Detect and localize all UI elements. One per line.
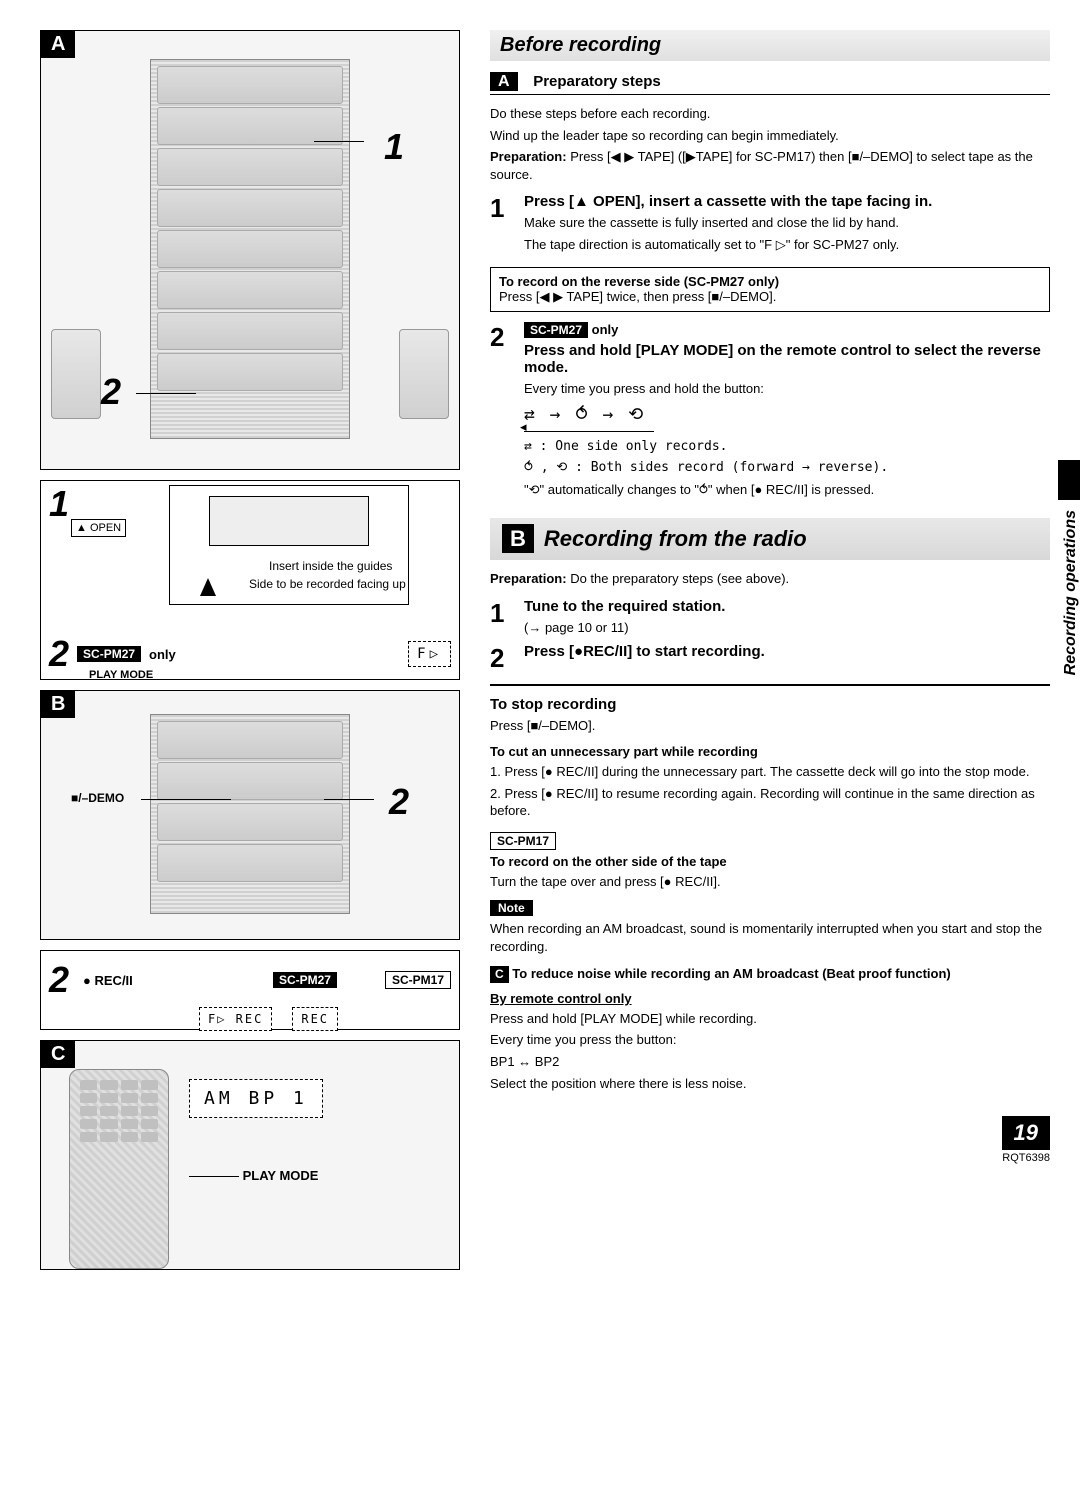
open-label: ▲ OPEN xyxy=(71,519,126,537)
step-a1-p1: Make sure the cassette is fully inserted… xyxy=(524,214,1050,232)
step-a2-num: 2 xyxy=(490,322,514,502)
stereo-b-illustration xyxy=(150,714,350,914)
side-tab: Recording operations xyxy=(1062,510,1080,675)
mode3: "⟲" automatically changes to "⥀" when [●… xyxy=(524,481,1050,499)
section-a-letter: A xyxy=(490,72,518,91)
panel-c: C AM BP 1 PLAY MODE xyxy=(40,1040,460,1270)
step-a1: 1 Press [▲ OPEN], insert a cassette with… xyxy=(490,193,1050,257)
mid-num-2: 2 xyxy=(49,633,69,675)
demo-label: ■/–DEMO xyxy=(71,791,124,805)
step-a1-head: Press [▲ OPEN], insert a cassette with t… xyxy=(524,193,1050,210)
remote-illustration xyxy=(69,1069,169,1269)
step-a2-p1: Every time you press and hold the button… xyxy=(524,380,1050,398)
panel-a: A 1 2 xyxy=(40,30,460,470)
panel-c-badge: C xyxy=(41,1041,75,1068)
display-fd: F▷ xyxy=(408,641,451,667)
step-b1-ref: (→ page 10 or 11) xyxy=(524,619,1050,637)
step-b1-num: 1 xyxy=(490,598,514,641)
right-column: Recording operations Before recording A … xyxy=(490,30,1050,1280)
callout-num-1: 1 xyxy=(384,126,404,168)
remote-p1: Press and hold [PLAY MODE] while recordi… xyxy=(490,1010,1050,1028)
note-pill: Note xyxy=(490,900,533,916)
speaker-left-illustration xyxy=(51,329,101,419)
section-b-head: BRecording from the radio xyxy=(490,518,1050,560)
only-label: only xyxy=(149,647,176,662)
note-body: When recording an AM broadcast, sound is… xyxy=(490,920,1050,955)
pm17-box: SC-PM17 xyxy=(490,832,556,850)
page-number: 19 xyxy=(1002,1116,1050,1150)
beat-head: C To reduce noise while recording an AM … xyxy=(490,965,1050,983)
section-a-title: Preparatory steps xyxy=(533,73,661,90)
remote-p2: Every time you press the button: xyxy=(490,1031,1050,1049)
side-black-block xyxy=(1058,460,1080,500)
doc-code: RQT6398 xyxy=(1002,1152,1050,1164)
disp2: REC xyxy=(292,1007,338,1031)
step-b2-num: 2 xyxy=(490,643,514,674)
step-b2: 2 Press [●REC/II] to start recording. xyxy=(490,643,1050,674)
step-b1: 1 Tune to the required station. (→ page … xyxy=(490,598,1050,641)
cut1: 1. Press [● REC/II] during the unnecessa… xyxy=(490,763,1050,781)
other-head: To record on the other side of the tape xyxy=(490,854,1050,869)
section-b-letter: B xyxy=(502,524,534,553)
c-playmode: PLAY MODE xyxy=(189,1168,323,1183)
mid-num-1: 1 xyxy=(49,483,69,525)
step-a2: 2 SC-PM27 only Press and hold [PLAY MODE… xyxy=(490,322,1050,502)
cut-head: To cut an unnecessary part while recordi… xyxy=(490,744,1050,759)
panel-a-badge: A xyxy=(41,31,75,58)
rec-label: ● REC/II xyxy=(83,973,133,988)
step-b1-head: Tune to the required station. xyxy=(524,598,1050,615)
b-prep: Preparation: Do the preparatory steps (s… xyxy=(490,570,1050,588)
a-prep: Preparation: Press [◀ ▶ TAPE] ([▶TAPE] f… xyxy=(490,148,1050,183)
panel-b-badge: B xyxy=(41,691,75,718)
stereo-illustration xyxy=(150,59,350,439)
left-column: A 1 2 1 ▲ OPEN xyxy=(40,30,460,1280)
a-intro2: Wind up the leader tape so recording can… xyxy=(490,127,1050,145)
panel-cassette: 1 ▲ OPEN Insert inside the guides Side t… xyxy=(40,480,460,680)
mode1: ⇄ : One side only records. xyxy=(524,438,1050,456)
other-body: Turn the tape over and press [● REC/II]. xyxy=(490,873,1050,891)
cut2: 2. Press [● REC/II] to resume recording … xyxy=(490,785,1050,820)
c-display: AM BP 1 xyxy=(189,1079,323,1118)
mode2: ⥀ , ⟲ : Both sides record (forward → rev… xyxy=(524,459,1050,477)
disp1: F▷ REC xyxy=(199,1007,272,1031)
step-a2-model-row: SC-PM27 only xyxy=(524,322,1050,338)
a-intro1: Do these steps before each recording. xyxy=(490,105,1050,123)
step-b2-head: Press [●REC/II] to start recording. xyxy=(524,643,1050,660)
panel-b-models: 2 ● REC/II SC-PM27 SC-PM17 F▷ REC REC xyxy=(40,950,460,1030)
stop-body: Press [■/–DEMO]. xyxy=(490,717,1050,735)
insert-label: Insert inside the guides xyxy=(269,559,449,573)
scpm27-pill-2: SC-PM27 xyxy=(273,972,337,988)
step-a2-head: Press and hold [PLAY MODE] on the remote… xyxy=(524,342,1050,376)
before-recording-title: Before recording xyxy=(490,30,1050,61)
remote-head: By remote control only xyxy=(490,991,1050,1006)
speaker-right-illustration xyxy=(399,329,449,419)
scpm17-box: SC-PM17 xyxy=(385,971,451,989)
side-label: Side to be recorded facing up xyxy=(249,577,449,591)
callout-num-2: 2 xyxy=(101,371,121,413)
b-num-2: 2 xyxy=(389,781,409,823)
section-a-head: A Preparatory steps xyxy=(490,73,1050,95)
reverse-note: To record on the reverse side (SC-PM27 o… xyxy=(490,267,1050,312)
scpm27-pill: SC-PM27 xyxy=(77,646,141,662)
stop-head: To stop recording xyxy=(490,696,1050,713)
mode-cycle: ⇄ → ⥀ → ⟲ xyxy=(524,404,1050,425)
remote-p3: Select the position where there is less … xyxy=(490,1075,1050,1093)
panel-b: B ■/–DEMO 2 xyxy=(40,690,460,940)
playmode-label: PLAY MODE xyxy=(89,669,153,681)
bp-cycle: BP1 ↔ BP2 xyxy=(490,1053,1050,1071)
b2-num-2: 2 xyxy=(49,959,69,1001)
step-a1-num: 1 xyxy=(490,193,514,257)
step-a1-p2: The tape direction is automatically set … xyxy=(524,236,1050,254)
